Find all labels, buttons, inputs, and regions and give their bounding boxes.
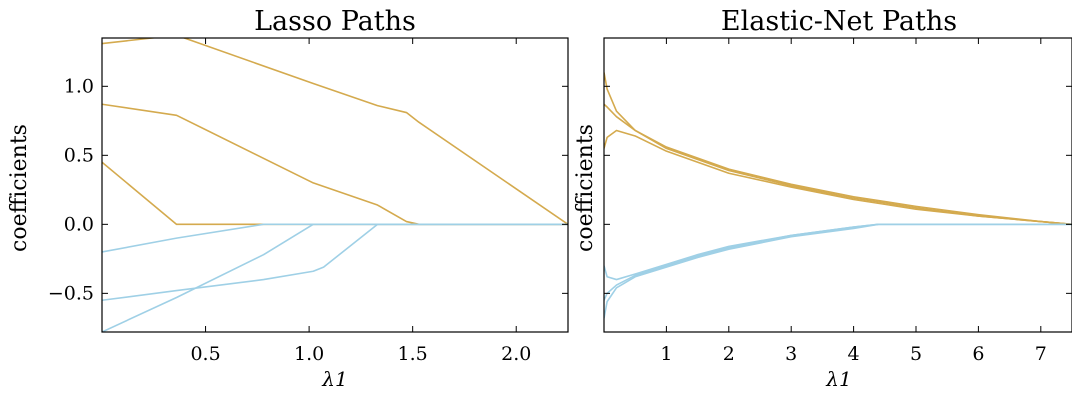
lasso-series-line-1 [102, 38, 568, 226]
lasso-xtick-label: 0.5 [190, 343, 220, 365]
elasticnet-xtick-label: 1 [660, 343, 672, 365]
elasticnet-xlabel: λ1 [825, 367, 851, 391]
elasticnet-title: Elastic-Net Paths [721, 6, 957, 37]
lasso-title: Lasso Paths [254, 6, 416, 37]
lasso-ytick-label: 1.0 [64, 75, 94, 97]
lasso-series-line-6 [102, 223, 568, 302]
elasticnet-xtick-label: 4 [848, 343, 860, 365]
elasticnet-xlabel-text: λ1 [825, 367, 851, 391]
lasso-series-line-2 [102, 103, 568, 226]
elasticnet-ylabel: coefficients [573, 124, 598, 252]
elasticnet-xtick-label: 6 [972, 343, 984, 365]
elasticnet-series-line-4 [604, 223, 1072, 281]
elasticnet-series-line-6 [604, 223, 1072, 319]
elasticnet-series-line-5 [604, 223, 1072, 301]
lasso-series-group [102, 38, 568, 332]
elasticnet-xtick-label: 5 [910, 343, 922, 365]
elasticnet-axes-frame [603, 37, 1072, 333]
lasso-ytick-label: 0.0 [64, 213, 94, 235]
elasticnet-xtick-label: 2 [723, 343, 735, 365]
elasticnet-xtick-label: 7 [1035, 343, 1047, 365]
panel-layer: 0.5 1.0 1.5 2.0 −0.5 0.0 0.5 1.0 1 2 3 4 5 6 7 [48, 37, 1072, 365]
lasso-axes-frame [101, 37, 569, 333]
elasticnet-series-line-1 [604, 72, 1072, 226]
lasso-xtick-label: 1.0 [294, 343, 324, 365]
elasticnet-series-line-3 [604, 129, 1072, 226]
lasso-xtick-label: 2.0 [501, 343, 531, 365]
lasso-panel: 0.5 1.0 1.5 2.0 −0.5 0.0 0.5 1.0 [48, 37, 569, 365]
lasso-xlabel-text: λ1 [321, 367, 347, 391]
lasso-ytick-label: −0.5 [48, 282, 94, 304]
elasticnet-series-line-2 [604, 103, 1072, 226]
elasticnet-xtick-label: 3 [785, 343, 797, 365]
lasso-xtick-label: 1.5 [398, 343, 428, 365]
lasso-ylabel: coefficients [7, 124, 32, 252]
elasticnet-series-group [604, 72, 1072, 319]
lasso-series-line-5 [102, 223, 568, 332]
lasso-xlabel: λ1 [321, 367, 347, 391]
lasso-series-line-3 [102, 161, 568, 226]
lasso-ytick-label: 0.5 [64, 144, 94, 166]
elasticnet-panel: 1 2 3 4 5 6 7 [603, 37, 1072, 365]
lasso-series-line-4 [102, 223, 568, 253]
